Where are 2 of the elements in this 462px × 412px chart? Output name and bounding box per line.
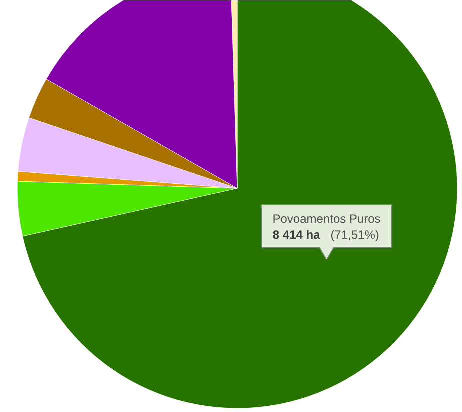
data-label: 8 414 ha (71,51%) <box>272 228 380 242</box>
slice-label: Povoamentos Puros <box>272 212 381 226</box>
